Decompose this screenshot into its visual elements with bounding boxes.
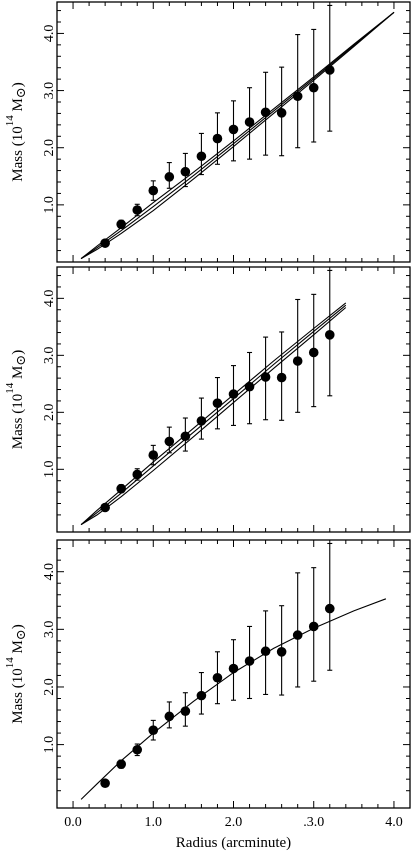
y-axis-title: Mass (1014 M⊙) (4, 82, 28, 181)
data-point (324, 65, 335, 75)
panel-bottom: 1.0 2.0 3.0 4.0 0.0 1.0 2.0 .3.0 4.0 Radius (arcm… (4, 539, 411, 851)
data-point (180, 431, 191, 442)
data-point (260, 107, 271, 118)
data-point (276, 372, 287, 383)
data-point (180, 166, 191, 177)
data-point (148, 725, 159, 735)
data-point (180, 706, 191, 716)
data-point (196, 690, 207, 701)
y-tick-label: 1.0 (42, 736, 57, 754)
y-tick-label: 4.0 (42, 563, 57, 581)
data-point (212, 672, 223, 683)
y-tick-label: 2.0 (42, 139, 57, 157)
y-tick-label: 1.0 (42, 196, 57, 214)
data-point (148, 185, 159, 196)
data-point (164, 172, 175, 182)
data-point (132, 744, 143, 755)
data-point (212, 398, 223, 409)
data-point (164, 436, 175, 447)
data-point (292, 356, 303, 366)
data-point (324, 330, 335, 340)
data-point (196, 416, 207, 426)
data-point (116, 759, 126, 769)
data-point (228, 663, 239, 674)
panel-middle: 1.0 2.0 3.0 4.0 Mass (1014 M⊙) (4, 266, 411, 533)
y-tick-label: 3.0 (42, 347, 57, 365)
data-point (148, 450, 159, 460)
data-point (132, 205, 143, 215)
data-point (324, 603, 335, 614)
data-point (244, 656, 255, 666)
data-point (292, 91, 303, 102)
data-point (260, 646, 271, 657)
data-point (116, 483, 126, 494)
model-curve (80, 598, 387, 800)
x-axis-title: Radius (arcminute) (176, 835, 291, 851)
data-point (164, 711, 175, 722)
y-axis-title: Mass (1014 M⊙) (4, 350, 28, 449)
data-point (228, 389, 239, 399)
x-tick-label: .3.0 (303, 815, 324, 830)
data-point (100, 502, 110, 513)
model-curve (80, 11, 395, 260)
data-point (100, 238, 110, 248)
y-tick-label: 1.0 (42, 461, 57, 479)
y-tick-label: 4.0 (42, 290, 57, 308)
data-point (244, 381, 255, 392)
data-point (308, 621, 319, 632)
data-point (100, 778, 110, 789)
data-point (260, 372, 271, 382)
y-tick-label: 3.0 (42, 621, 57, 639)
x-tick-label: 0.0 (64, 815, 82, 830)
data-point (132, 469, 143, 480)
data-point (116, 219, 126, 230)
data-point (292, 630, 303, 640)
data-point (212, 133, 223, 144)
data-point (308, 347, 319, 358)
data-point (276, 108, 287, 118)
y-axis-title: Mass (1014 M⊙) (4, 624, 28, 723)
model-curve (80, 11, 395, 260)
x-tick-label: 2.0 (225, 815, 243, 830)
data-point (196, 151, 207, 162)
data-point (244, 117, 255, 127)
data-point (228, 124, 239, 135)
y-tick-label: 3.0 (42, 82, 57, 100)
y-tick-label: 2.0 (42, 404, 57, 422)
panel-top: 1.0 2.0 3.0 4.0 Mass (1014 M⊙) (4, 1, 411, 263)
y-tick-label: 2.0 (42, 678, 57, 696)
data-point (308, 82, 319, 93)
y-tick-label: 4.0 (42, 25, 57, 43)
x-tick-label: 1.0 (145, 815, 163, 830)
data-point (276, 647, 287, 657)
x-tick-label: 4.0 (385, 815, 403, 830)
